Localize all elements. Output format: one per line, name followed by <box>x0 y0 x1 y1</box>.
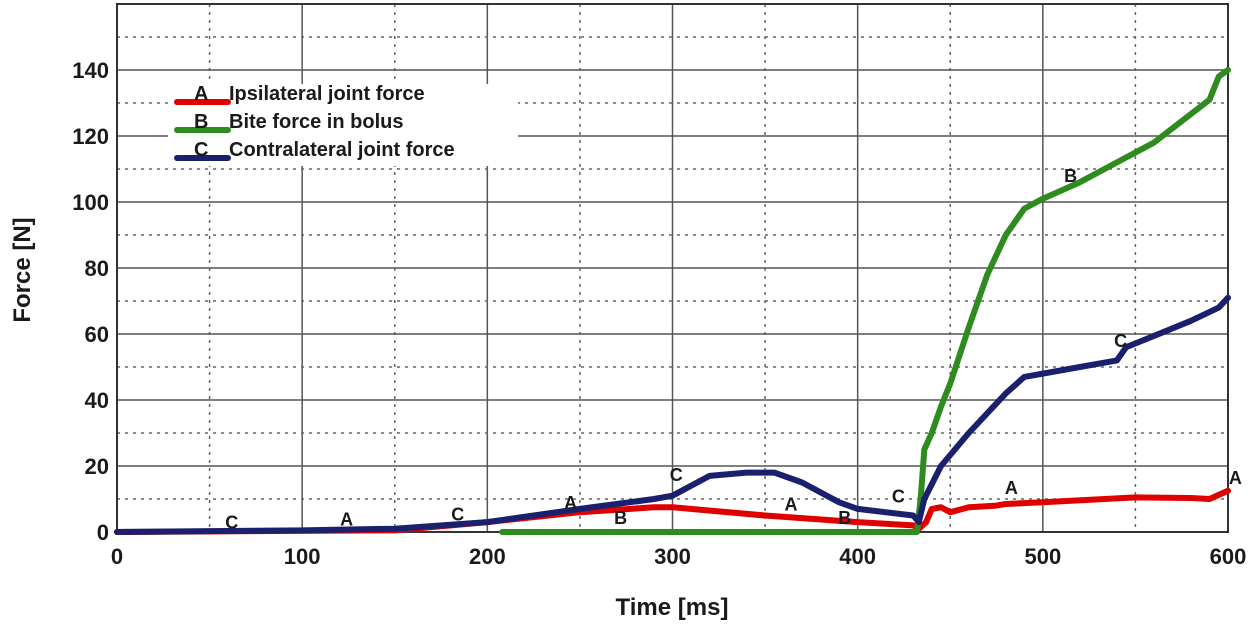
curve-label-A: A <box>1005 478 1018 498</box>
y-axis-label: Force [N] <box>9 217 36 322</box>
curve-label-B: B <box>1064 166 1077 186</box>
curve-label-B: B <box>838 508 851 528</box>
tick-labels: 0 100 200 300 400 500 600 0 20 40 60 80 100 120 140 <box>72 58 1246 569</box>
x-tick-label: 400 <box>839 544 876 569</box>
legend-key-B: B <box>194 111 208 133</box>
curve-label-A: A <box>564 493 577 513</box>
series-line-C <box>114 294 1231 535</box>
y-tick-label: 120 <box>72 124 109 149</box>
x-tick-label: 500 <box>1024 544 1061 569</box>
series-lines <box>114 67 1231 535</box>
series-line-B <box>499 67 1231 535</box>
y-tick-label: 0 <box>97 520 109 545</box>
curve-label-A: A <box>340 509 353 529</box>
legend-label-C: Contralateral joint force <box>229 139 455 161</box>
x-tick-label: 600 <box>1210 544 1247 569</box>
legend-key-C: C <box>194 139 208 161</box>
legend-label-B: Bite force in bolus <box>229 111 403 133</box>
curve-label-C: C <box>892 486 905 506</box>
curve-label-C: C <box>670 465 683 485</box>
curve-label-B: B <box>614 508 627 528</box>
legend-label-A: Ipsilateral joint force <box>229 83 425 105</box>
y-tick-label: 60 <box>85 322 109 347</box>
x-tick-label: 300 <box>654 544 691 569</box>
series-line-A <box>114 487 1231 535</box>
curve-label-C: C <box>451 504 464 524</box>
curve-label-C: C <box>225 513 238 533</box>
curve-label-A: A <box>1229 468 1242 488</box>
y-tick-label: 20 <box>85 454 109 479</box>
x-axis-label: Time [ms] <box>616 594 729 621</box>
curve-label-A: A <box>785 495 798 515</box>
curve-label-C: C <box>1114 331 1127 351</box>
legend-background <box>168 84 518 166</box>
x-tick-label: 200 <box>469 544 506 569</box>
legend: A Ipsilateral joint force B Bite force in b… <box>168 83 518 166</box>
x-tick-label: 0 <box>111 544 123 569</box>
y-tick-label: 80 <box>85 256 109 281</box>
curve-labels: C A C A C B A B C A B C A <box>225 166 1242 533</box>
y-tick-label: 40 <box>85 388 109 413</box>
y-tick-label: 100 <box>72 190 109 215</box>
x-tick-label: 100 <box>284 544 321 569</box>
legend-key-A: A <box>194 83 208 105</box>
y-tick-label: 140 <box>72 58 109 83</box>
